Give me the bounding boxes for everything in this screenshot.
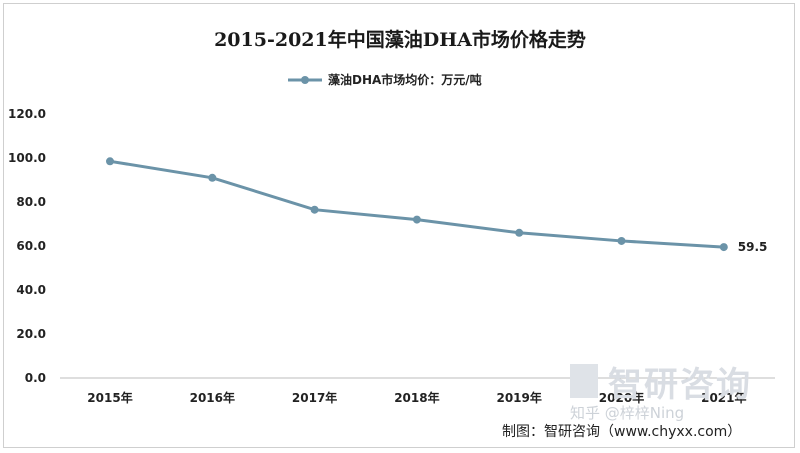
y-tick-label: 100.0	[8, 151, 46, 165]
x-tick-label: 2021年	[701, 390, 746, 405]
data-point	[617, 236, 626, 245]
data-point	[208, 173, 217, 182]
x-tick-label: 2020年	[599, 390, 644, 405]
y-tick-label: 120.0	[8, 107, 46, 121]
legend-label: 藻油DHA市场均价：万元/吨	[328, 72, 482, 87]
series-line	[109, 159, 724, 249]
watermark-logo-text: 智研咨询	[608, 365, 752, 405]
y-tick-label: 60.0	[16, 239, 46, 253]
watermark: 智研咨询 知乎 @梓梓Ning	[570, 364, 752, 422]
chart-title: 2015-2021年中国藻油DHA市场价格走势	[214, 28, 586, 51]
data-point	[515, 228, 524, 237]
y-axis-ticks: 120.0 100.0 80.0 60.0 40.0 20.0 0.0	[8, 107, 46, 385]
watermark-logo-icon	[570, 364, 598, 398]
data-label: 59.5	[738, 240, 768, 254]
y-tick-label: 40.0	[16, 283, 46, 297]
x-tick-label: 2018年	[394, 390, 439, 405]
source-note: 制图：智研咨询（www.chyxx.com）	[502, 424, 741, 440]
y-tick-label: 80.0	[16, 195, 46, 209]
data-point	[310, 205, 319, 214]
series-group: 59.5	[106, 157, 767, 254]
data-point	[719, 243, 728, 252]
y-tick-label: 0.0	[25, 371, 46, 385]
watermark-overlay-text: 知乎 @梓梓Ning	[570, 404, 684, 422]
legend-marker	[301, 76, 309, 84]
data-point	[412, 215, 421, 224]
data-point	[106, 157, 114, 166]
x-tick-label: 2015年	[87, 390, 132, 405]
legend: 藻油DHA市场均价：万元/吨	[288, 72, 482, 87]
y-tick-label: 20.0	[16, 327, 46, 341]
chart-frame	[3, 3, 795, 448]
x-axis-ticks: 2015年 2016年 2017年 2018年 2019年 2020年 2021年	[87, 390, 746, 405]
x-tick-label: 2019年	[496, 390, 541, 405]
x-tick-label: 2016年	[190, 390, 235, 405]
x-tick-label: 2017年	[292, 390, 337, 405]
